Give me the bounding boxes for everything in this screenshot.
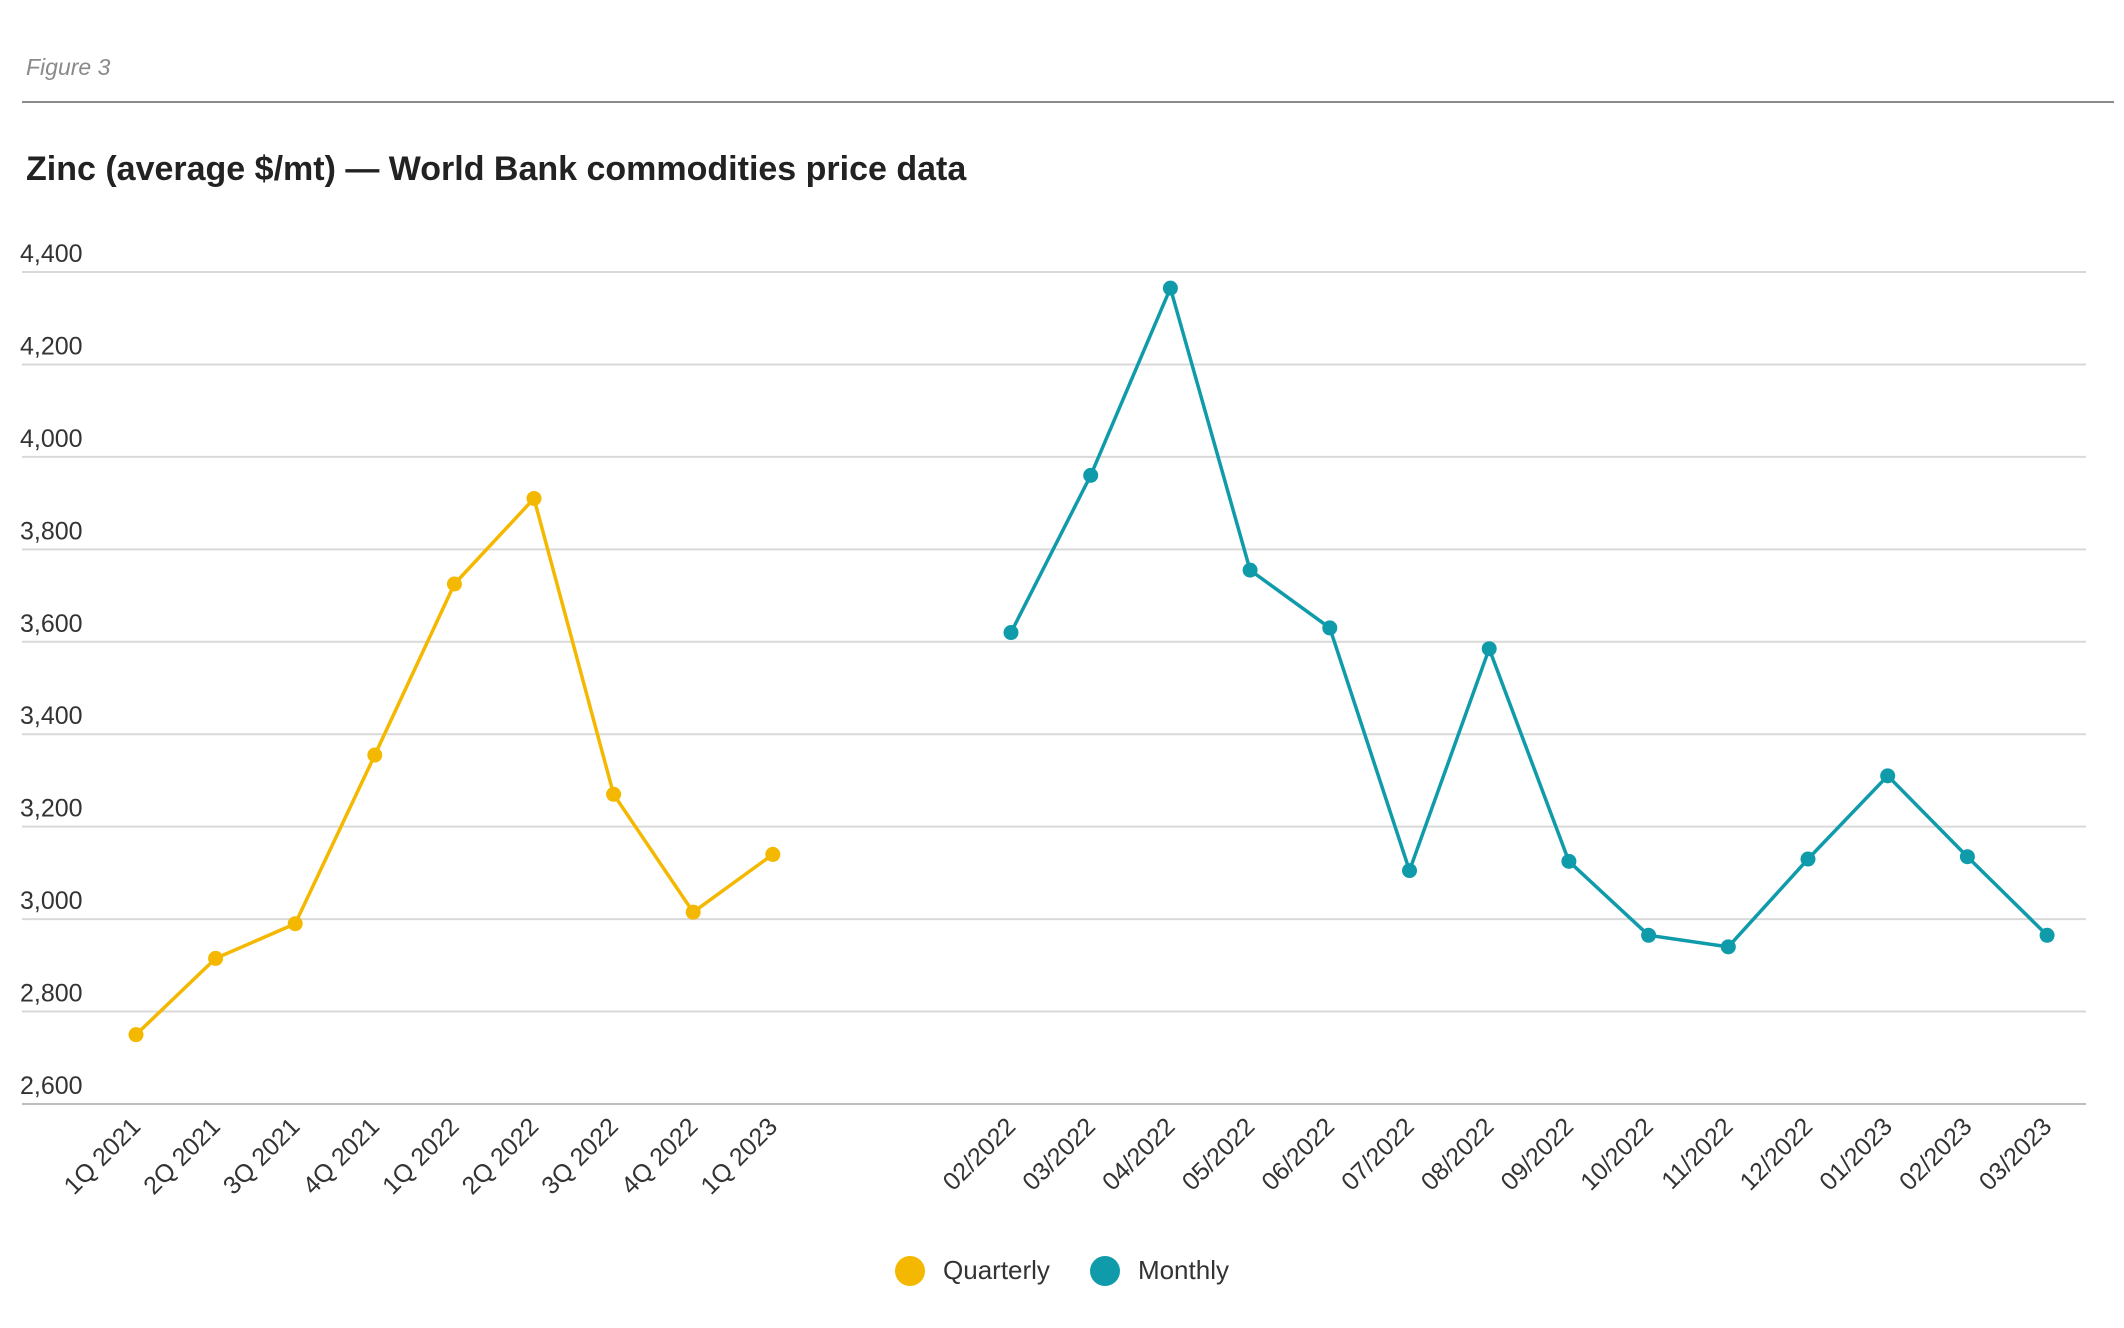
data-point	[1402, 863, 1417, 879]
data-point	[2039, 927, 2055, 943]
y-tick-label: 2,800	[20, 980, 83, 1008]
line-chart: 2,600 2,800 3,000 3,200 3,400 3,600 3,800 4,000…	[20, 240, 2086, 1200]
x-tick-label: 03/2023	[1974, 1112, 2058, 1196]
x-tick-label: 07/2022	[1336, 1112, 1420, 1196]
data-point	[208, 950, 224, 966]
x-tick-label: 12/2022	[1735, 1112, 1819, 1196]
y-tick-label: 3,800	[20, 517, 83, 545]
data-point	[1242, 562, 1258, 578]
x-tick-label: 06/2022	[1256, 1112, 1340, 1196]
x-tick-label: 3Q 2021	[218, 1112, 306, 1200]
x-tick-label: 2Q 2022	[457, 1112, 545, 1200]
legend-swatch-monthly	[1089, 1255, 1120, 1286]
data-point	[765, 846, 781, 862]
x-tick-label: 01/2023	[1814, 1112, 1898, 1196]
x-tick-label: 1Q 2022	[377, 1112, 465, 1200]
y-tick-label: 3,600	[20, 610, 83, 638]
y-tick-label: 4,000	[20, 425, 83, 453]
data-point	[1800, 851, 1816, 867]
figure-label: Figure 3	[26, 54, 111, 80]
data-point	[1880, 768, 1896, 784]
data-point	[526, 490, 542, 506]
data-point	[128, 1027, 144, 1043]
x-tick-label: 1Q 2021	[59, 1112, 147, 1200]
x-tick-label: 11/2022	[1656, 1112, 1738, 1194]
x-tick-label: 08/2022	[1416, 1112, 1500, 1196]
chart-legend: Quarterly Monthly	[0, 1255, 2124, 1286]
y-tick-label: 3,200	[20, 795, 83, 823]
x-tick-label: 03/2022	[1017, 1112, 1101, 1196]
data-point	[446, 576, 462, 592]
y-tick-label: 2,600	[20, 1072, 83, 1100]
x-tick-label: 4Q 2021	[297, 1112, 385, 1200]
x-tick-label: 2Q 2021	[138, 1112, 226, 1200]
x-tick-label: 02/2023	[1894, 1112, 1978, 1196]
data-point	[1322, 620, 1338, 636]
y-tick-label: 3,400	[20, 702, 83, 730]
legend-label-monthly: Monthly	[1137, 1255, 1229, 1285]
legend-label-quarterly: Quarterly	[943, 1255, 1050, 1285]
series-line-monthly	[1009, 286, 2049, 949]
data-point	[367, 747, 383, 763]
data-point	[1561, 853, 1577, 869]
x-tick-label: 05/2022	[1177, 1112, 1261, 1196]
data-point	[1481, 641, 1497, 657]
data-point	[1083, 467, 1099, 483]
data-point	[1162, 280, 1178, 296]
data-point	[287, 916, 303, 932]
x-tick-label: 04/2022	[1097, 1112, 1181, 1196]
y-tick-label: 4,200	[20, 332, 83, 360]
data-point	[1641, 927, 1657, 943]
x-tick-label: 4Q 2022	[616, 1112, 704, 1200]
x-tick-label: 3Q 2022	[536, 1112, 624, 1200]
legend-swatch-quarterly	[895, 1255, 926, 1286]
data-point	[1003, 625, 1019, 641]
x-tick-label: 02/2022	[938, 1112, 1022, 1196]
chart-title: Zinc (average $/mt) — World Bank commodi…	[26, 150, 967, 188]
y-tick-label: 3,000	[20, 887, 83, 915]
legend-item-quarterly: Quarterly	[895, 1255, 1050, 1286]
y-tick-label: 4,400	[20, 240, 83, 268]
data-point	[685, 904, 701, 920]
legend-item-monthly: Monthly	[1089, 1255, 1229, 1286]
x-tick-label: 09/2022	[1495, 1112, 1579, 1196]
header-divider	[22, 101, 2114, 103]
data-point	[1720, 939, 1736, 955]
data-point	[1959, 849, 1975, 865]
x-tick-label: 10/2022	[1575, 1112, 1659, 1196]
x-tick-label: 1Q 2023	[695, 1112, 783, 1200]
data-point	[606, 786, 622, 802]
